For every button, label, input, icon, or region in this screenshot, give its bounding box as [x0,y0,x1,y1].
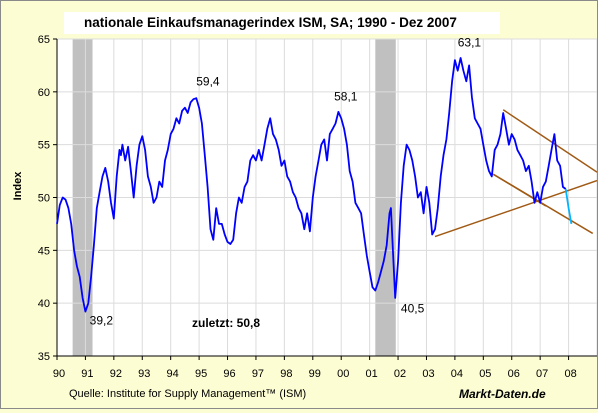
y-tick-label: 55 [38,140,50,152]
x-tick-label: 92 [110,368,122,380]
y-tick-label: 50 [38,193,50,205]
chart-title: nationale Einkaufsmanagerindex ISM, SA; … [84,15,457,30]
y-tick-label: 60 [38,87,50,99]
x-tick-label: 96 [223,368,235,380]
peak-value-label: 40,5 [401,302,425,316]
x-tick-label: 98 [280,368,292,380]
peak-value-label: 39,2 [90,313,114,327]
y-tick-label: 35 [38,351,50,363]
peak-value-label: 59,4 [196,74,220,88]
x-tick-label: 03 [422,368,434,380]
x-tick-label: 94 [167,368,179,380]
x-tick-label: 06 [508,368,520,380]
x-tick-label: 99 [309,368,321,380]
title-box [64,12,500,34]
x-tick-label: 02 [394,368,406,380]
y-tick-label: 45 [38,245,50,257]
x-tick-label: 05 [479,368,491,380]
trend-line [492,173,547,207]
x-tick-label: 93 [138,368,150,380]
x-tick-label: 97 [252,368,264,380]
ism-index-latest-segment [564,188,573,225]
x-tick-label: 04 [451,368,463,380]
ism-index-line [56,57,567,313]
brand-label: Markt-Daten.de [459,387,546,401]
last-value-note: zuletzt: 50,8 [192,316,260,330]
x-tick-label: 90 [53,368,65,380]
x-tick-label: 00 [337,368,349,380]
source-text: Quelle: Institute for Supply Management™… [69,388,306,400]
peak-value-label: 58,1 [334,89,358,103]
trend-line [502,109,598,173]
trend-line [434,179,598,238]
y-tick-label: 65 [38,34,50,46]
peak-value-label: 63,1 [458,35,482,49]
y-tick-label: 40 [38,298,50,310]
x-tick-label: 07 [536,368,548,380]
x-tick-label: 08 [564,368,576,380]
y-axis-label: Index [12,171,24,201]
x-tick-label: 91 [81,368,93,380]
x-tick-label: 95 [195,368,207,380]
x-tick-label: 01 [366,368,378,380]
